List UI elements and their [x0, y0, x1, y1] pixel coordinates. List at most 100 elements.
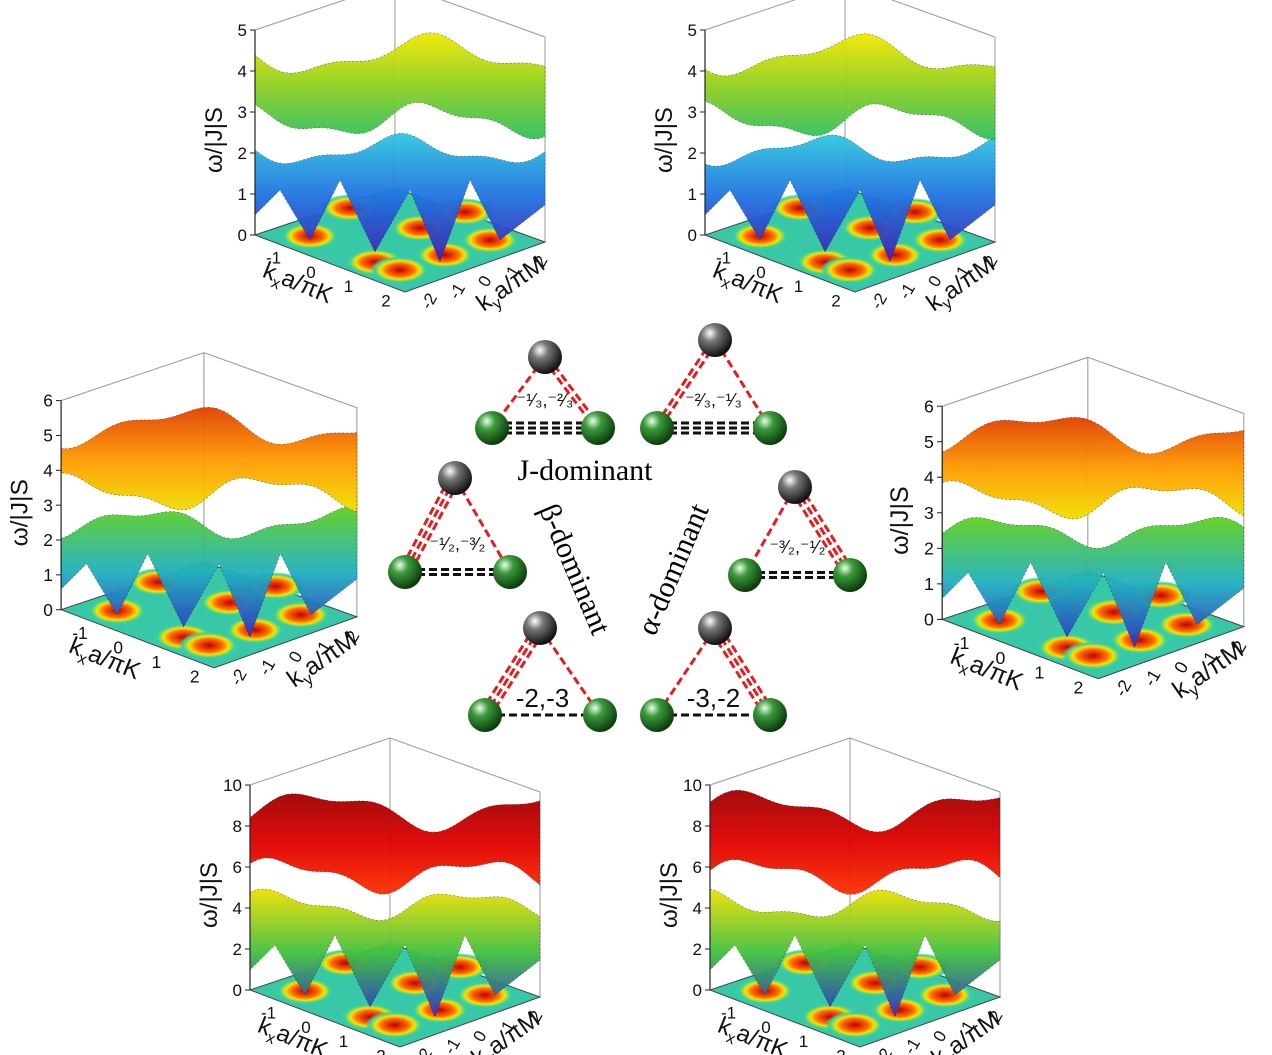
upper-band — [941, 417, 1245, 520]
y-axis-label: ω/|J|S — [651, 107, 678, 173]
upper-band — [60, 407, 358, 513]
z-tick-label: -2 — [412, 1045, 436, 1055]
floor-spot — [865, 241, 925, 269]
atom — [698, 611, 732, 645]
bond — [403, 477, 457, 573]
y-tick-label: 8 — [233, 817, 242, 836]
atom — [583, 698, 617, 732]
axis-label: kxa/πK — [64, 632, 145, 689]
z-tick-label: -1 — [445, 280, 469, 303]
x-tick-label: 2 — [190, 666, 200, 686]
y-tick-label: 0 — [233, 981, 242, 1000]
lower-band — [254, 133, 546, 263]
atom — [581, 411, 615, 445]
floor-spot — [870, 996, 930, 1024]
y-tick-label: 4 — [693, 899, 702, 918]
axis-label: kxa/πK — [253, 1012, 332, 1055]
floor-spot — [415, 241, 475, 269]
floor-spot — [820, 256, 880, 284]
triangle: ⁻¹⁄₃,⁻²⁄₃ — [475, 340, 615, 445]
bond — [653, 337, 715, 428]
y-axis-label: ω/|J|S — [196, 862, 223, 928]
atom — [753, 698, 787, 732]
x-tick-label: 2 — [1074, 678, 1084, 698]
label-sub: y — [484, 1050, 500, 1055]
x-tick-label: 1 — [152, 652, 162, 672]
y-tick-label: 6 — [233, 858, 242, 877]
y-tick-label: 2 — [688, 144, 697, 163]
z-tick-label: -2 — [1110, 676, 1135, 700]
triangle-label: ⁻¹⁄₃,⁻²⁄₃ — [517, 390, 574, 410]
z-tick-label: -2 — [417, 290, 441, 313]
bond — [655, 627, 717, 716]
label-sub: y — [944, 1050, 960, 1055]
y-tick-label: 1 — [238, 185, 247, 204]
z-tick-label: -1 — [254, 655, 279, 678]
upper-band — [704, 33, 996, 140]
y-tick-label: 6 — [43, 391, 53, 411]
y-tick-label: 0 — [688, 226, 697, 245]
triangle-label: ⁻¹⁄₂,⁻³⁄₂ — [430, 534, 486, 554]
z-tick-label: -2 — [226, 665, 251, 688]
x-tick-label: 0 — [756, 263, 765, 282]
y-tick-label: 4 — [43, 460, 53, 480]
y-tick-label: 8 — [693, 817, 702, 836]
y-tick-label: 2 — [924, 539, 934, 559]
y-tick-label: 5 — [43, 426, 53, 446]
x-tick-label: 2 — [376, 1046, 385, 1055]
x-tick-label: -1 — [716, 249, 731, 268]
bond — [399, 474, 452, 571]
y-tick-label: 5 — [688, 21, 697, 40]
bond — [453, 477, 512, 573]
axis-label: kxa/πK — [708, 257, 787, 313]
y-tick-label: 5 — [238, 21, 247, 40]
z-tick-label: -2 — [872, 1045, 896, 1055]
bond — [717, 624, 776, 714]
y-tick-label: 3 — [238, 103, 247, 122]
bond — [713, 339, 772, 429]
y-tick-label: 0 — [43, 600, 53, 620]
y-tick-label: 4 — [688, 62, 697, 81]
triangle-label: -3,-2 — [687, 683, 740, 713]
z-tick-label: -1 — [440, 1035, 464, 1055]
bond — [483, 627, 542, 716]
y-tick-label: 5 — [924, 432, 934, 452]
y-tick-label: 0 — [693, 981, 702, 1000]
x-tick-label: 1 — [339, 1032, 348, 1051]
lower-band — [941, 517, 1245, 649]
x-tick-label: 1 — [1035, 663, 1045, 683]
x-tick-label: -1 — [954, 633, 970, 653]
y-tick-label: 2 — [693, 940, 702, 959]
atom — [728, 558, 762, 592]
y-tick-label: 2 — [43, 530, 53, 550]
x-tick-label: -1 — [261, 1004, 276, 1023]
atom — [640, 698, 674, 732]
y-tick-label: 4 — [233, 899, 242, 918]
x-tick-label: 0 — [761, 1018, 770, 1037]
y-axis-label: ω/|J|S — [886, 486, 914, 554]
atom — [698, 323, 732, 357]
axis-label: kxa/πK — [258, 257, 337, 313]
x-tick-label: -1 — [721, 1004, 736, 1023]
y-tick-label: 2 — [233, 940, 242, 959]
x-tick-label: 2 — [831, 291, 840, 310]
y-axis-label: ω/|J|S — [6, 479, 33, 546]
x-tick-label: 0 — [306, 263, 315, 282]
triangle: -3,-2 — [640, 611, 787, 732]
lower-band — [60, 506, 358, 638]
floor-spot — [1108, 625, 1171, 655]
atom — [468, 698, 502, 732]
atom — [778, 470, 812, 504]
triangle: ⁻³⁄₂,⁻¹⁄₂ — [728, 470, 867, 592]
lower-band — [249, 888, 541, 1018]
upper-band — [709, 789, 1001, 895]
y-tick-label: 3 — [688, 103, 697, 122]
floor-spot — [370, 256, 430, 284]
upper-band — [254, 32, 546, 139]
